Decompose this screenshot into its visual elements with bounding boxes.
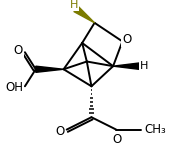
Text: O: O	[112, 133, 122, 146]
Text: OH: OH	[5, 81, 23, 94]
Polygon shape	[113, 63, 141, 70]
Text: O: O	[122, 33, 131, 46]
Text: O: O	[55, 125, 64, 138]
Polygon shape	[36, 66, 64, 72]
Text: H: H	[70, 0, 79, 10]
Text: CH₃: CH₃	[144, 123, 166, 136]
Polygon shape	[74, 6, 95, 23]
Text: H: H	[140, 61, 148, 71]
Text: O: O	[14, 45, 23, 58]
